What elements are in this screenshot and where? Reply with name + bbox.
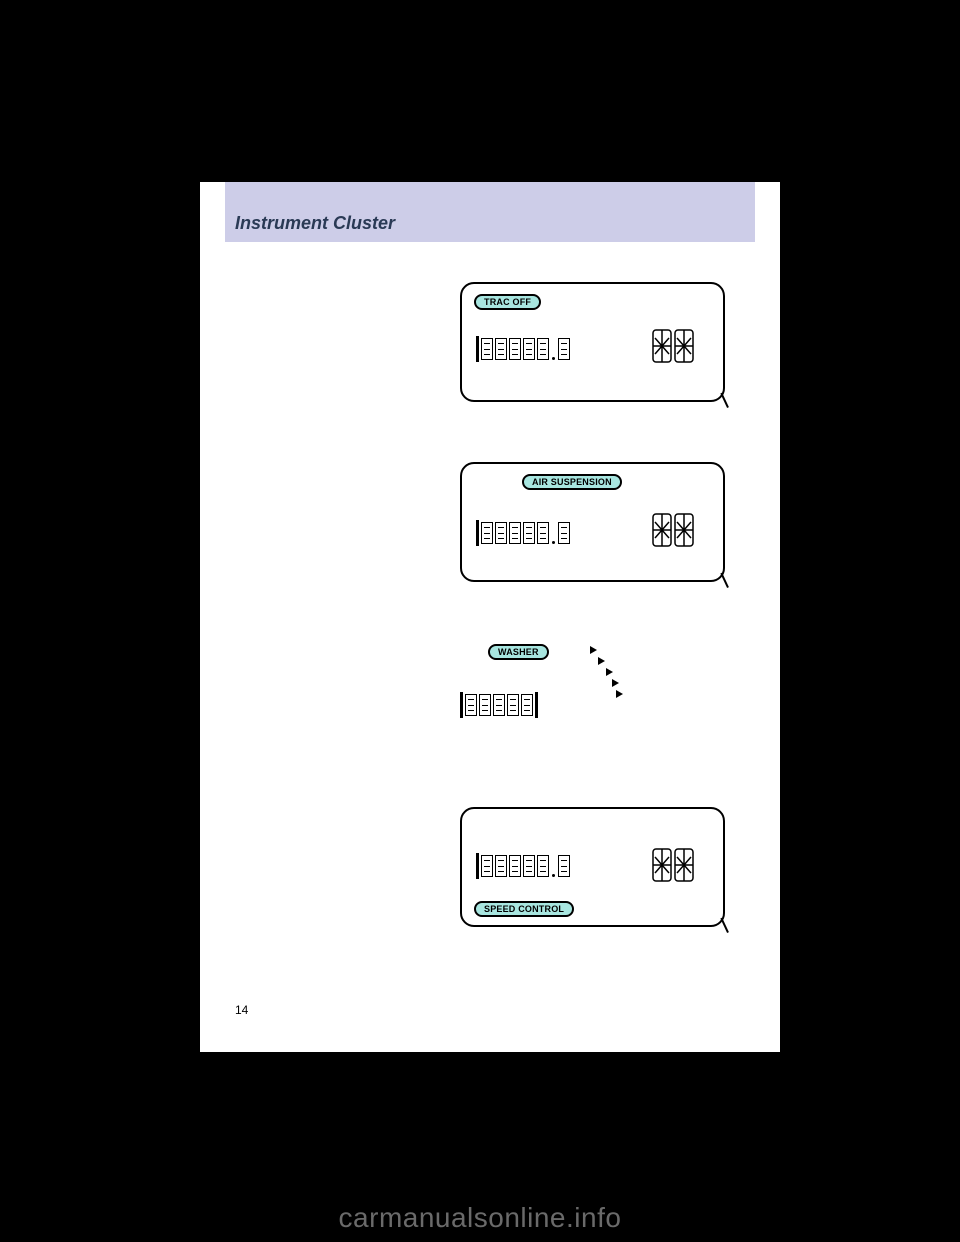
panel-trac-off: TRAC OFF	[460, 282, 725, 402]
snowflake-icon	[651, 510, 695, 550]
panel-air-suspension: AIR SUSPENSION	[460, 462, 725, 582]
air-suspension-badge: AIR SUSPENSION	[522, 474, 622, 490]
panel-tail	[713, 573, 729, 592]
odometer-display	[476, 853, 571, 879]
panel-speed-control: SPEED CONTROL	[460, 807, 725, 927]
header-band: Instrument Cluster	[225, 182, 755, 242]
trac-off-badge: TRAC OFF	[474, 294, 541, 310]
indicator-panel: TRAC OFF	[460, 282, 725, 402]
speed-control-badge: SPEED CONTROL	[474, 901, 574, 917]
odometer-display	[460, 692, 539, 718]
odometer-display	[476, 336, 571, 362]
document-page: Instrument Cluster TRAC OFF	[200, 182, 780, 1052]
indicator-panel: SPEED CONTROL	[460, 807, 725, 927]
snowflake-icon	[651, 326, 695, 366]
washer-badge: WASHER	[488, 644, 549, 660]
indicator-panel: AIR SUSPENSION	[460, 462, 725, 582]
panel-tail	[713, 918, 729, 937]
watermark-text: carmanualsonline.info	[0, 1202, 960, 1234]
page-title: Instrument Cluster	[235, 213, 395, 234]
page-number: 14	[235, 1003, 248, 1017]
odometer-display	[476, 520, 571, 546]
snowflake-icon	[651, 845, 695, 885]
panel-tail	[713, 393, 729, 412]
arrow-cascade-icon	[590, 646, 623, 701]
